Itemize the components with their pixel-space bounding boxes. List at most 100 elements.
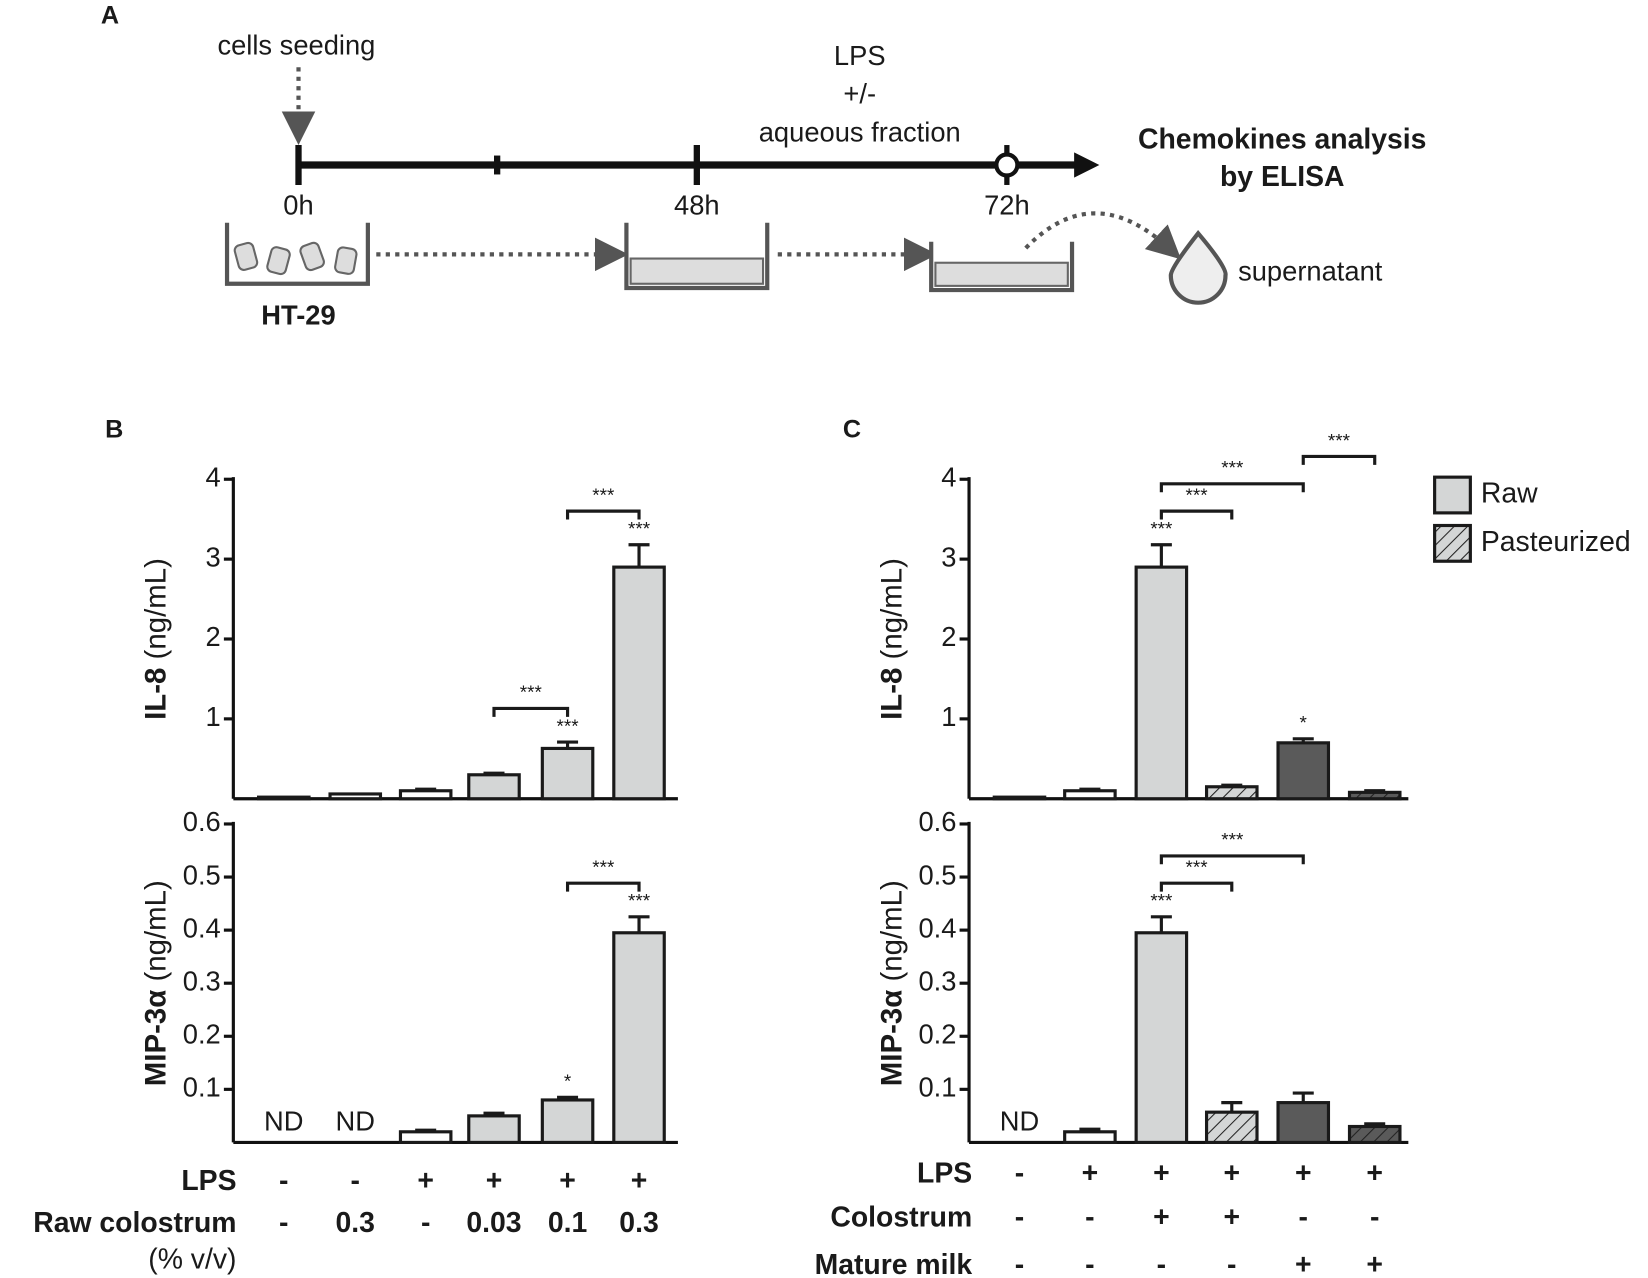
- significance: *: [1300, 713, 1308, 734]
- comparison-label: ***: [1328, 431, 1351, 452]
- arrow-head: [1074, 152, 1100, 178]
- y-axis-label: IL-8 (ng/mL): [875, 558, 908, 720]
- panel-a: A cells seeding LPS +/- aqueous fraction…: [101, 1, 1427, 330]
- y-tick-label: 4: [206, 461, 221, 492]
- bar: [1347, 790, 1402, 801]
- condition-value: +: [631, 1165, 648, 1197]
- legend-swatch: [1433, 523, 1472, 563]
- condition-value: +: [1224, 1158, 1241, 1190]
- y-label-name: IL-8: [139, 668, 172, 720]
- condition-value: -: [1015, 1202, 1024, 1234]
- condition-label: Mature milk: [815, 1249, 973, 1278]
- bar: [1276, 741, 1331, 801]
- comparison-bracket: [565, 881, 641, 892]
- y-tick-label: 0.1: [183, 1072, 221, 1103]
- bar: [1134, 931, 1189, 1144]
- value-label: ND: [1000, 1106, 1039, 1137]
- monolayer: [934, 261, 1069, 287]
- value-label: ND: [336, 1106, 375, 1137]
- y-label-unit: (ng/mL): [875, 558, 908, 659]
- label: 72h: [984, 189, 1030, 220]
- bar: [467, 773, 521, 801]
- y-tick-label: 0.3: [183, 965, 221, 996]
- condition-value: 0.3: [619, 1207, 658, 1239]
- significance: ***: [628, 519, 651, 540]
- y-tick-label: 2: [206, 621, 221, 652]
- condition-sublabel: (% v/v): [148, 1244, 236, 1276]
- label: LPS: [834, 40, 886, 71]
- bar: [612, 565, 666, 801]
- bar: [992, 795, 1047, 801]
- y-tick-label: 1: [206, 701, 221, 732]
- y-axis-label: MIP-3α (ng/mL): [875, 880, 908, 1086]
- legend-label: Pasteurized: [1481, 526, 1631, 558]
- label: by ELISA: [1220, 161, 1345, 193]
- condition-value: -: [421, 1207, 430, 1239]
- y-label-name: IL-8: [875, 668, 908, 720]
- condition-value: -: [351, 1165, 360, 1197]
- y-tick-label: 0.2: [183, 1018, 221, 1049]
- condition-label: LPS: [181, 1165, 236, 1197]
- condition-value: +: [486, 1165, 503, 1197]
- bar: [540, 746, 595, 801]
- bar: [1063, 789, 1117, 801]
- timepoint: [994, 152, 1020, 178]
- y-tick-label: 0.1: [918, 1072, 956, 1103]
- y-tick-label: 0.4: [918, 912, 956, 943]
- y-tick-label: 4: [941, 461, 956, 492]
- comparison-label: ***: [520, 683, 543, 704]
- bar: [398, 789, 453, 801]
- comparison-bracket: [492, 706, 570, 717]
- y-tick-label: 3: [206, 541, 221, 572]
- y-label-name: MIP-3α: [139, 990, 172, 1087]
- bar: [256, 795, 311, 801]
- arrow: [1024, 211, 1182, 260]
- condition-label: Raw colostrum: [33, 1207, 236, 1239]
- y-tick-label: 0.4: [183, 912, 221, 943]
- condition-value: +: [1295, 1158, 1312, 1190]
- condition-value: +: [417, 1165, 434, 1197]
- condition-value: +: [1366, 1158, 1383, 1190]
- bar: [540, 1098, 595, 1144]
- y-label-name: MIP-3α: [875, 990, 908, 1087]
- bar: [1276, 1101, 1331, 1144]
- drop: [1168, 229, 1228, 305]
- condition-value: -: [279, 1165, 288, 1197]
- comparison-label: ***: [1186, 485, 1209, 506]
- panel-label: C: [843, 416, 861, 444]
- condition-value: +: [1295, 1249, 1312, 1278]
- condition-value: -: [1299, 1202, 1308, 1234]
- comparison-bracket: [1301, 454, 1377, 465]
- condition-value: -: [1157, 1249, 1166, 1278]
- condition-value: 0.3: [336, 1207, 375, 1239]
- bar: [1347, 1124, 1402, 1144]
- condition-value: -: [1085, 1202, 1094, 1234]
- bar: [328, 792, 383, 801]
- y-tick-label: 0.5: [183, 859, 221, 890]
- bar: [1063, 1130, 1117, 1144]
- y-tick-label: 0.5: [918, 859, 956, 890]
- y-label-unit: (ng/mL): [875, 880, 908, 981]
- condition-value: +: [1366, 1249, 1383, 1278]
- cells: [233, 241, 358, 276]
- y-tick-label: 0.3: [918, 965, 956, 996]
- condition-value: +: [559, 1165, 576, 1197]
- significance: ***: [1150, 519, 1173, 540]
- comparison-bracket: [1159, 509, 1234, 520]
- bar: [1134, 565, 1189, 801]
- legend-label: Raw: [1481, 478, 1538, 510]
- comparison-bracket: [1159, 854, 1305, 865]
- y-tick-label: 2: [941, 621, 956, 652]
- y-tick-label: 0.6: [918, 806, 956, 837]
- condition-value: -: [279, 1207, 288, 1239]
- y-tick-label: 0.6: [183, 806, 221, 837]
- legend-swatch: [1433, 475, 1472, 515]
- y-tick-label: 1: [941, 701, 956, 732]
- bar: [612, 931, 666, 1144]
- comparison-label: ***: [592, 858, 615, 879]
- comparison-label: ***: [1186, 858, 1209, 879]
- y-tick-label: 3: [941, 541, 956, 572]
- comparison-bracket: [1159, 482, 1305, 493]
- monolayer: [629, 257, 765, 285]
- label: cells seeding: [217, 30, 375, 61]
